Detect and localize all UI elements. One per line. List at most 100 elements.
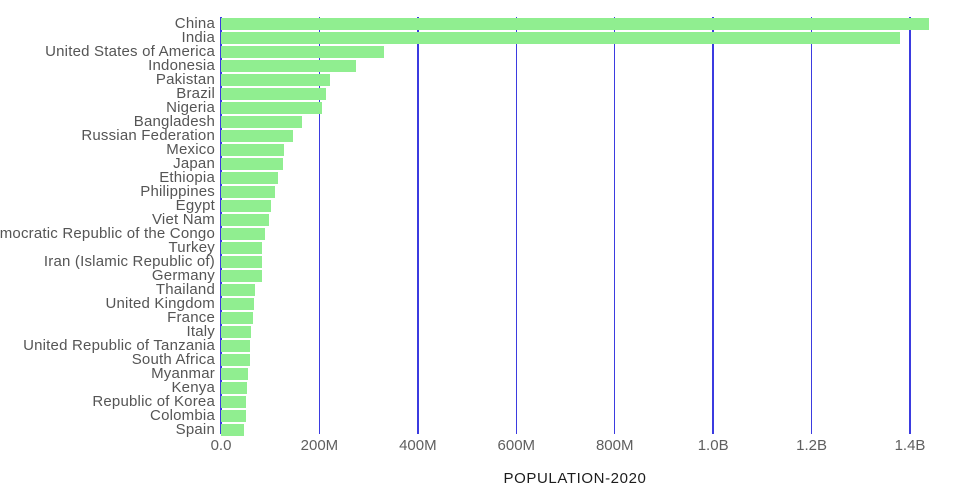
x-tick-label: 400M [399, 437, 437, 454]
bar-row: Indonesia [0, 57, 960, 74]
country-label: Republic of Korea [92, 393, 215, 410]
x-tick-label: 600M [497, 437, 536, 454]
country-label: Egypt [175, 197, 215, 214]
x-tick-label: 1.0B [697, 437, 729, 454]
country-label: United States of America [45, 43, 215, 60]
bar-row: Egypt [0, 197, 960, 214]
bar-row: Pakistan [0, 71, 960, 88]
population-bar [221, 144, 285, 156]
bar-row: Brazil [0, 85, 960, 102]
bar-row: South Africa [0, 351, 960, 368]
x-tick-label: 0.0 [210, 437, 232, 454]
population-bar [221, 46, 384, 58]
country-label: China [174, 15, 215, 32]
population-bar [221, 186, 275, 198]
bar-row: China [0, 15, 960, 32]
population-bar [221, 298, 255, 310]
bar-row: Ethiopia [0, 170, 960, 185]
population-bar [221, 312, 254, 324]
population-bar [221, 32, 901, 44]
gridline-1.4B [909, 17, 911, 434]
country-label: South Africa [131, 351, 215, 368]
bar-row: Colombia [0, 407, 960, 424]
country-label: Germany [151, 267, 215, 284]
x-tick-label: 1.4B [894, 437, 926, 454]
population-bar [221, 18, 930, 30]
bar-row: Russian Federation [0, 127, 960, 144]
country-label: Thailand [155, 281, 215, 298]
country-label: Indonesia [148, 57, 215, 74]
bar-row: Germany [0, 267, 960, 284]
population-bar [221, 326, 251, 338]
x-axis-title: POPULATION-2020 [503, 470, 647, 487]
population-bar [221, 284, 256, 296]
population-bar [221, 256, 263, 268]
country-label: Bangladesh [133, 113, 215, 130]
x-tick-label: 800M [595, 437, 634, 454]
population-bar [221, 116, 303, 128]
country-label: Pakistan [155, 71, 215, 88]
population-bar [221, 396, 247, 408]
country-label: Philippines [140, 183, 215, 200]
bar-row: Myanmar [0, 365, 960, 382]
country-label: Mexico [166, 141, 215, 158]
country-label: Russian Federation [81, 127, 215, 144]
country-label: United Republic of Tanzania [23, 337, 215, 354]
population-bar [221, 130, 293, 142]
bar-row: Republic of Korea [0, 393, 960, 410]
bar-row: Viet Nam [0, 211, 960, 228]
population-bar [221, 60, 356, 72]
x-tick-label: 1.2B [796, 437, 827, 454]
population-bar [221, 228, 266, 240]
population-bar [221, 74, 330, 86]
bar-row: Thailand [0, 281, 960, 298]
gridline-200M [318, 17, 321, 434]
country-label: Myanmar [151, 365, 215, 382]
population-bar [221, 172, 278, 184]
bar-row: Nigeria [0, 99, 960, 116]
bar-row: Japan [0, 156, 960, 171]
country-label: Iran (Islamic Republic of) [43, 253, 215, 270]
gridline-1.2B [810, 17, 813, 434]
gridline-1.0B [712, 17, 714, 434]
country-label: Brazil [176, 85, 215, 102]
gridline-800M [613, 17, 616, 434]
bar-row: United Republic of Tanzania [0, 337, 960, 354]
population-bar [221, 200, 272, 212]
population-bar [221, 354, 251, 366]
bar-row: Italy [0, 323, 960, 340]
gridline-600M [515, 17, 518, 434]
population-bar [221, 340, 251, 352]
population-bar [221, 424, 245, 436]
bar-row: Democratic Republic of the Congo [0, 225, 960, 242]
population-bar [221, 382, 248, 394]
country-label: Turkey [168, 239, 215, 256]
population-bar [221, 270, 263, 282]
bar-row: Iran (Islamic Republic of) [0, 253, 960, 270]
country-label: Viet Nam [151, 211, 215, 228]
bar-row: Bangladesh [0, 113, 960, 130]
bar-row: France [0, 309, 960, 326]
bar-row: United Kingdom [0, 295, 960, 312]
bar-row: Philippines [0, 183, 960, 200]
population-bar [221, 88, 326, 100]
x-tick-label: 200M [300, 437, 339, 454]
country-label: France [167, 309, 215, 326]
country-label: Spain [175, 421, 215, 438]
country-label: Democratic Republic of the Congo [0, 225, 215, 242]
country-label: United Kingdom [105, 295, 215, 312]
country-label: Kenya [171, 379, 215, 396]
bar-row: United States of America [0, 43, 960, 60]
bar-row: Spain [0, 421, 960, 438]
population-bar [221, 158, 284, 170]
gridline-400M [417, 17, 419, 434]
country-label: Italy [186, 323, 215, 340]
country-label: Nigeria [166, 99, 215, 116]
bar-row: Kenya [0, 379, 960, 396]
population-bar [221, 368, 248, 380]
bar-row: India [0, 30, 960, 45]
population-bar [221, 102, 323, 114]
population-bar [221, 242, 263, 254]
country-label: Colombia [150, 407, 215, 424]
